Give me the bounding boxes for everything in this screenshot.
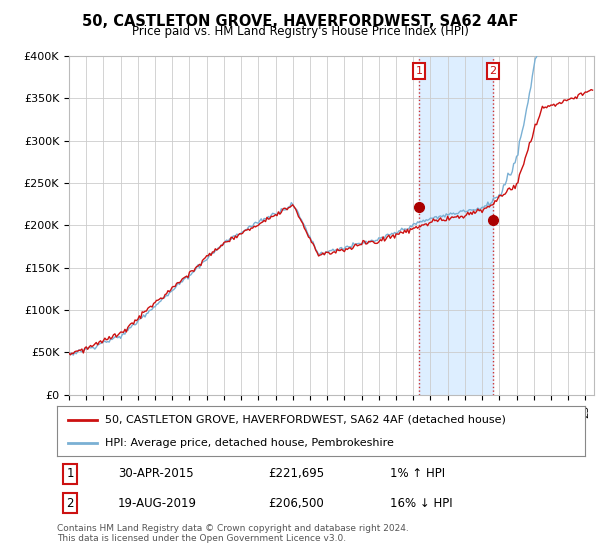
Text: 1: 1	[415, 66, 422, 76]
Text: 1: 1	[67, 468, 74, 480]
Text: HPI: Average price, detached house, Pembrokeshire: HPI: Average price, detached house, Pemb…	[104, 438, 394, 448]
Text: 16% ↓ HPI: 16% ↓ HPI	[389, 497, 452, 510]
Text: £221,695: £221,695	[268, 468, 325, 480]
Text: 1% ↑ HPI: 1% ↑ HPI	[389, 468, 445, 480]
Text: 30-APR-2015: 30-APR-2015	[118, 468, 193, 480]
Text: 50, CASTLETON GROVE, HAVERFORDWEST, SA62 4AF (detached house): 50, CASTLETON GROVE, HAVERFORDWEST, SA62…	[104, 414, 505, 424]
Text: £206,500: £206,500	[268, 497, 324, 510]
Bar	[419, 56, 493, 395]
Text: Contains HM Land Registry data © Crown copyright and database right 2024.
This d: Contains HM Land Registry data © Crown c…	[57, 524, 409, 543]
Text: 19-AUG-2019: 19-AUG-2019	[118, 497, 197, 510]
Text: 50, CASTLETON GROVE, HAVERFORDWEST, SA62 4AF: 50, CASTLETON GROVE, HAVERFORDWEST, SA62…	[82, 14, 518, 29]
Text: 2: 2	[67, 497, 74, 510]
Text: 2: 2	[490, 66, 496, 76]
Text: Price paid vs. HM Land Registry's House Price Index (HPI): Price paid vs. HM Land Registry's House …	[131, 25, 469, 38]
